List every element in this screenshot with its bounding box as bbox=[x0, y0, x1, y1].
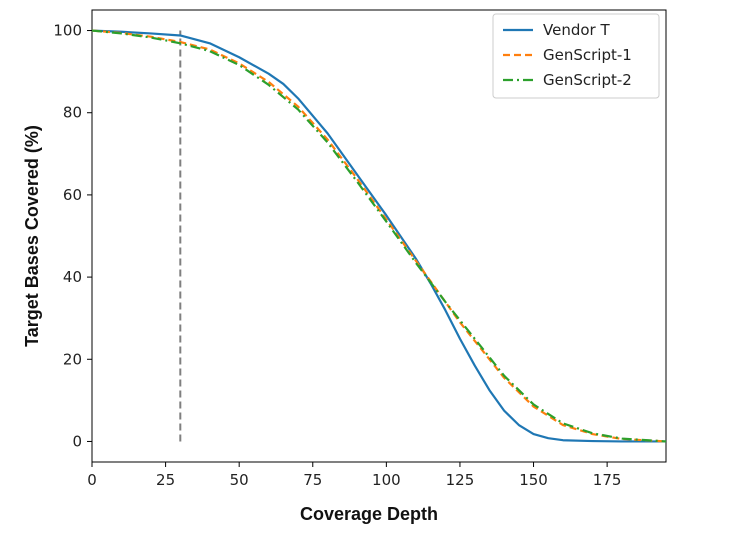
y-tick-label: 80 bbox=[63, 104, 82, 122]
x-tick-label: 0 bbox=[87, 471, 97, 489]
y-axis-ticks: 0 20 40 60 80 100 bbox=[53, 22, 92, 450]
legend-box bbox=[492, 13, 660, 99]
x-tick-label: 100 bbox=[372, 471, 401, 489]
series-layer bbox=[91, 29, 667, 443]
y-tick-label: 100 bbox=[53, 22, 82, 40]
x-axis-title: Coverage Depth bbox=[300, 504, 438, 524]
plot-frame bbox=[91, 9, 667, 463]
series-line-3 bbox=[91, 29, 667, 443]
legend-label: GenScript-1 bbox=[543, 46, 632, 64]
legend-label: GenScript-2 bbox=[543, 71, 632, 89]
legend-label: Vendor T bbox=[543, 21, 610, 39]
series-line-2 bbox=[91, 29, 667, 443]
y-tick-label: 20 bbox=[63, 350, 82, 368]
x-tick-label: 50 bbox=[230, 471, 249, 489]
y-axis-title: Target Bases Covered (%) bbox=[22, 125, 42, 347]
legend: Vendor T GenScript-1 GenScript-2 bbox=[492, 13, 660, 99]
x-tick-label: 25 bbox=[156, 471, 175, 489]
y-tick-label: 60 bbox=[63, 186, 82, 204]
x-axis-ticks: 0 25 50 75 100 125 150 175 bbox=[87, 462, 621, 489]
x-tick-label: 125 bbox=[446, 471, 475, 489]
x-tick-label: 150 bbox=[519, 471, 548, 489]
y-tick-label: 40 bbox=[63, 268, 82, 286]
x-tick-label: 175 bbox=[593, 471, 622, 489]
y-tick-label: 0 bbox=[72, 432, 82, 450]
x-tick-label: 75 bbox=[303, 471, 322, 489]
plot-area bbox=[91, 9, 667, 463]
